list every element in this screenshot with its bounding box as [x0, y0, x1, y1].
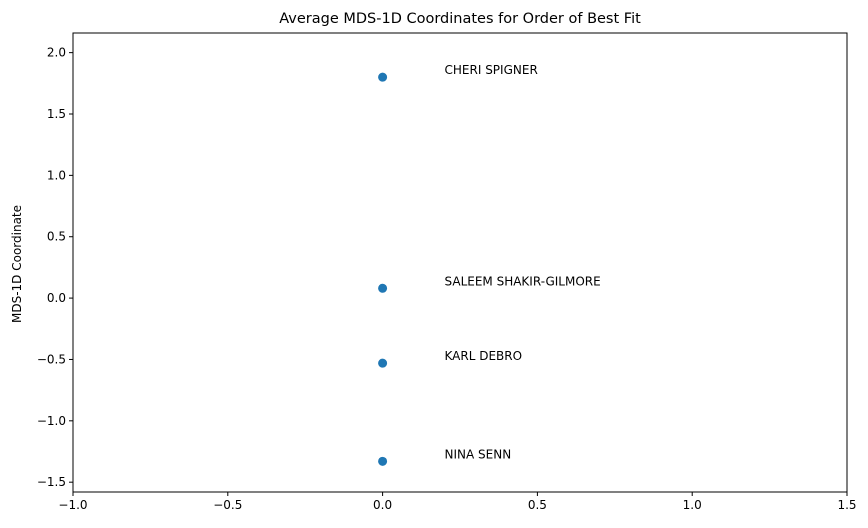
x-tick-label: 0.0: [373, 498, 392, 512]
data-point-label: NINA SENN: [445, 447, 512, 461]
y-tick-label: −1.5: [37, 475, 66, 489]
data-points: [378, 72, 388, 466]
plot-area-frame: [72, 32, 848, 493]
data-point: [378, 72, 388, 82]
data-point: [378, 283, 388, 293]
x-tick-label: −1.0: [58, 498, 87, 512]
x-tick-label: 1.0: [683, 498, 702, 512]
y-tick-label: 1.5: [47, 107, 66, 121]
data-point-label: SALEEM SHAKIR-GILMORE: [445, 274, 601, 288]
x-tick-label: 1.5: [837, 498, 856, 512]
point-labels: CHERI SPIGNER SALEEM SHAKIR-GILMORE KARL D…: [445, 63, 601, 461]
data-point-label: CHERI SPIGNER: [445, 63, 538, 77]
y-tick-label: 0.5: [47, 230, 66, 244]
data-point: [378, 456, 388, 466]
y-tick-label: 1.0: [47, 168, 66, 182]
x-axis-ticks: −1.0 −0.5 0.0 0.5 1.0 1.5: [58, 492, 857, 512]
y-axis-ticks: −1.5 −1.0 −0.5 0.0 0.5 1.0 1.5 2.0: [37, 46, 73, 489]
data-point-label: KARL DEBRO: [445, 349, 523, 363]
y-tick-label: 0.0: [47, 291, 66, 305]
y-tick-label: −0.5: [37, 352, 66, 366]
y-tick-label: −1.0: [37, 414, 66, 428]
data-point: [378, 358, 388, 368]
x-tick-label: 0.5: [528, 498, 547, 512]
x-tick-label: −0.5: [213, 498, 242, 512]
y-axis-label: MDS-1D Coordinate: [10, 205, 24, 323]
chart-title: Average MDS-1D Coordinates for Order of …: [279, 11, 641, 27]
y-tick-label: 2.0: [47, 46, 66, 60]
